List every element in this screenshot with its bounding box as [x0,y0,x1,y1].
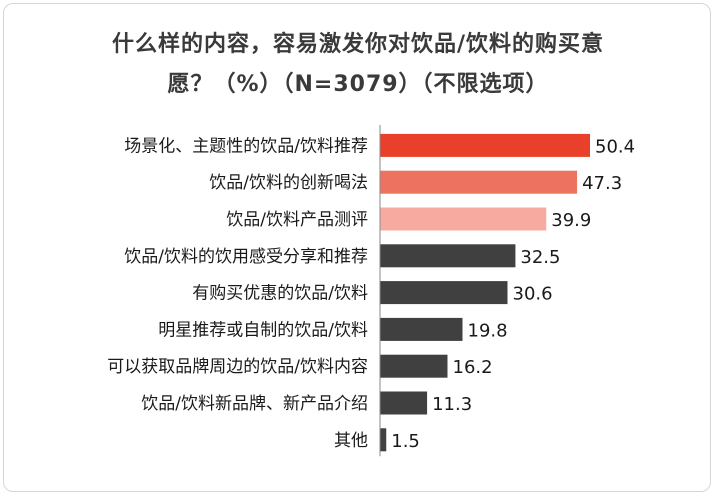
bar-8 [380,428,387,452]
bar-6 [380,354,448,378]
value-label-6: 16.2 [453,357,493,378]
bar-3 [380,244,516,268]
category-label-7: 饮品/饮料新品牌、新产品介绍 [141,394,368,414]
category-label-8: 其他 [334,431,368,451]
bar-1 [380,170,578,194]
value-label-5: 19.8 [468,320,508,341]
bars-group: 场景化、主题性的饮品/饮料推荐 50.4 饮品/饮料的创新喝法 47.3 饮品/饮料产品… [107,133,635,452]
chart-frame [3,3,711,492]
category-label-5: 明星推荐或自制的饮品/饮料 [158,320,368,340]
chart-title-line1: 什么样的内容，容易激发你对饮品/饮料的购买意 [111,32,605,57]
chart-title-line2: 愿？（%）（N=3079）（不限选项） [167,72,549,97]
category-label-1: 饮品/饮料的创新喝法 [209,173,368,193]
bar-4 [380,281,508,305]
value-label-0: 50.4 [595,136,635,157]
value-label-4: 30.6 [513,284,553,305]
category-label-6: 可以获取品牌周边的饮品/饮料内容 [107,357,368,377]
value-label-1: 47.3 [582,173,622,194]
value-label-2: 39.9 [551,210,591,231]
value-label-8: 1.5 [391,431,420,452]
category-label-4: 有购买优惠的饮品/饮料 [192,284,368,304]
bar-7 [380,391,428,415]
value-label-3: 32.5 [520,247,560,268]
category-label-2: 饮品/饮料产品测评 [226,210,368,230]
bar-0 [380,133,590,157]
category-label-3: 饮品/饮料的饮用感受分享和推荐 [124,247,368,267]
bar-2 [380,207,547,231]
category-label-0: 场景化、主题性的饮品/饮料推荐 [124,136,368,156]
value-label-7: 11.3 [432,394,472,415]
bar-5 [380,317,463,341]
